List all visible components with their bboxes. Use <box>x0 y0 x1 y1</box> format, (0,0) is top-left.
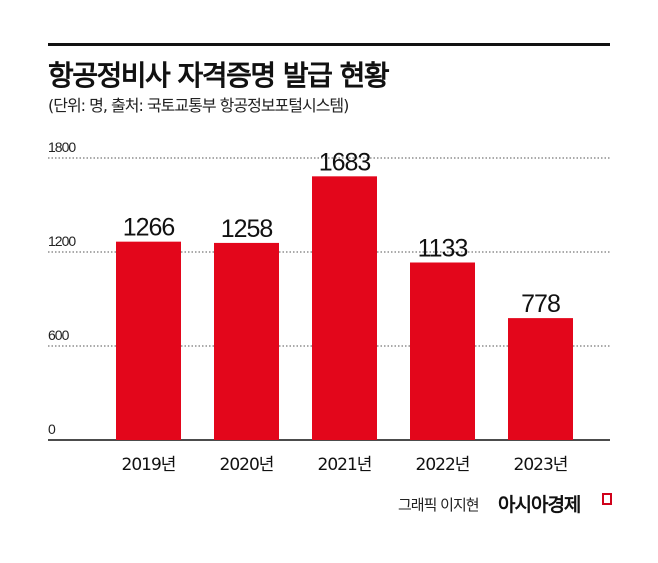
y-tick-label: 1800 <box>48 139 76 155</box>
chart-title: 항공정비사 자격증명 발급 현황 <box>48 59 390 92</box>
data-label: 1133 <box>418 234 468 262</box>
x-tick-label: 2021년 <box>318 455 372 475</box>
x-tick-label: 2022년 <box>416 455 470 475</box>
graphic-credit: 그래픽 이지현 <box>398 496 480 514</box>
bar <box>312 176 377 440</box>
data-label: 1683 <box>319 148 371 176</box>
bar <box>508 318 573 440</box>
bar <box>116 241 181 440</box>
top-rule <box>48 43 610 46</box>
data-label: 1266 <box>123 214 175 242</box>
y-tick-label: 1200 <box>48 233 76 249</box>
data-label: 778 <box>521 290 560 318</box>
y-tick-label: 600 <box>48 327 70 343</box>
bar <box>214 242 279 440</box>
bar <box>410 262 475 440</box>
chart-subtitle: (단위: 명, 출처: 국토교통부 항공정보포털시스템) <box>48 96 349 115</box>
brand-mark-icon <box>602 493 612 505</box>
x-tick-label: 2020년 <box>220 455 274 475</box>
data-label: 1258 <box>221 215 273 243</box>
x-tick-label: 2019년 <box>122 455 176 475</box>
brand-logo: 아시아경제 <box>498 494 581 516</box>
y-tick-label: 0 <box>48 421 56 437</box>
x-tick-label: 2023년 <box>514 455 568 475</box>
